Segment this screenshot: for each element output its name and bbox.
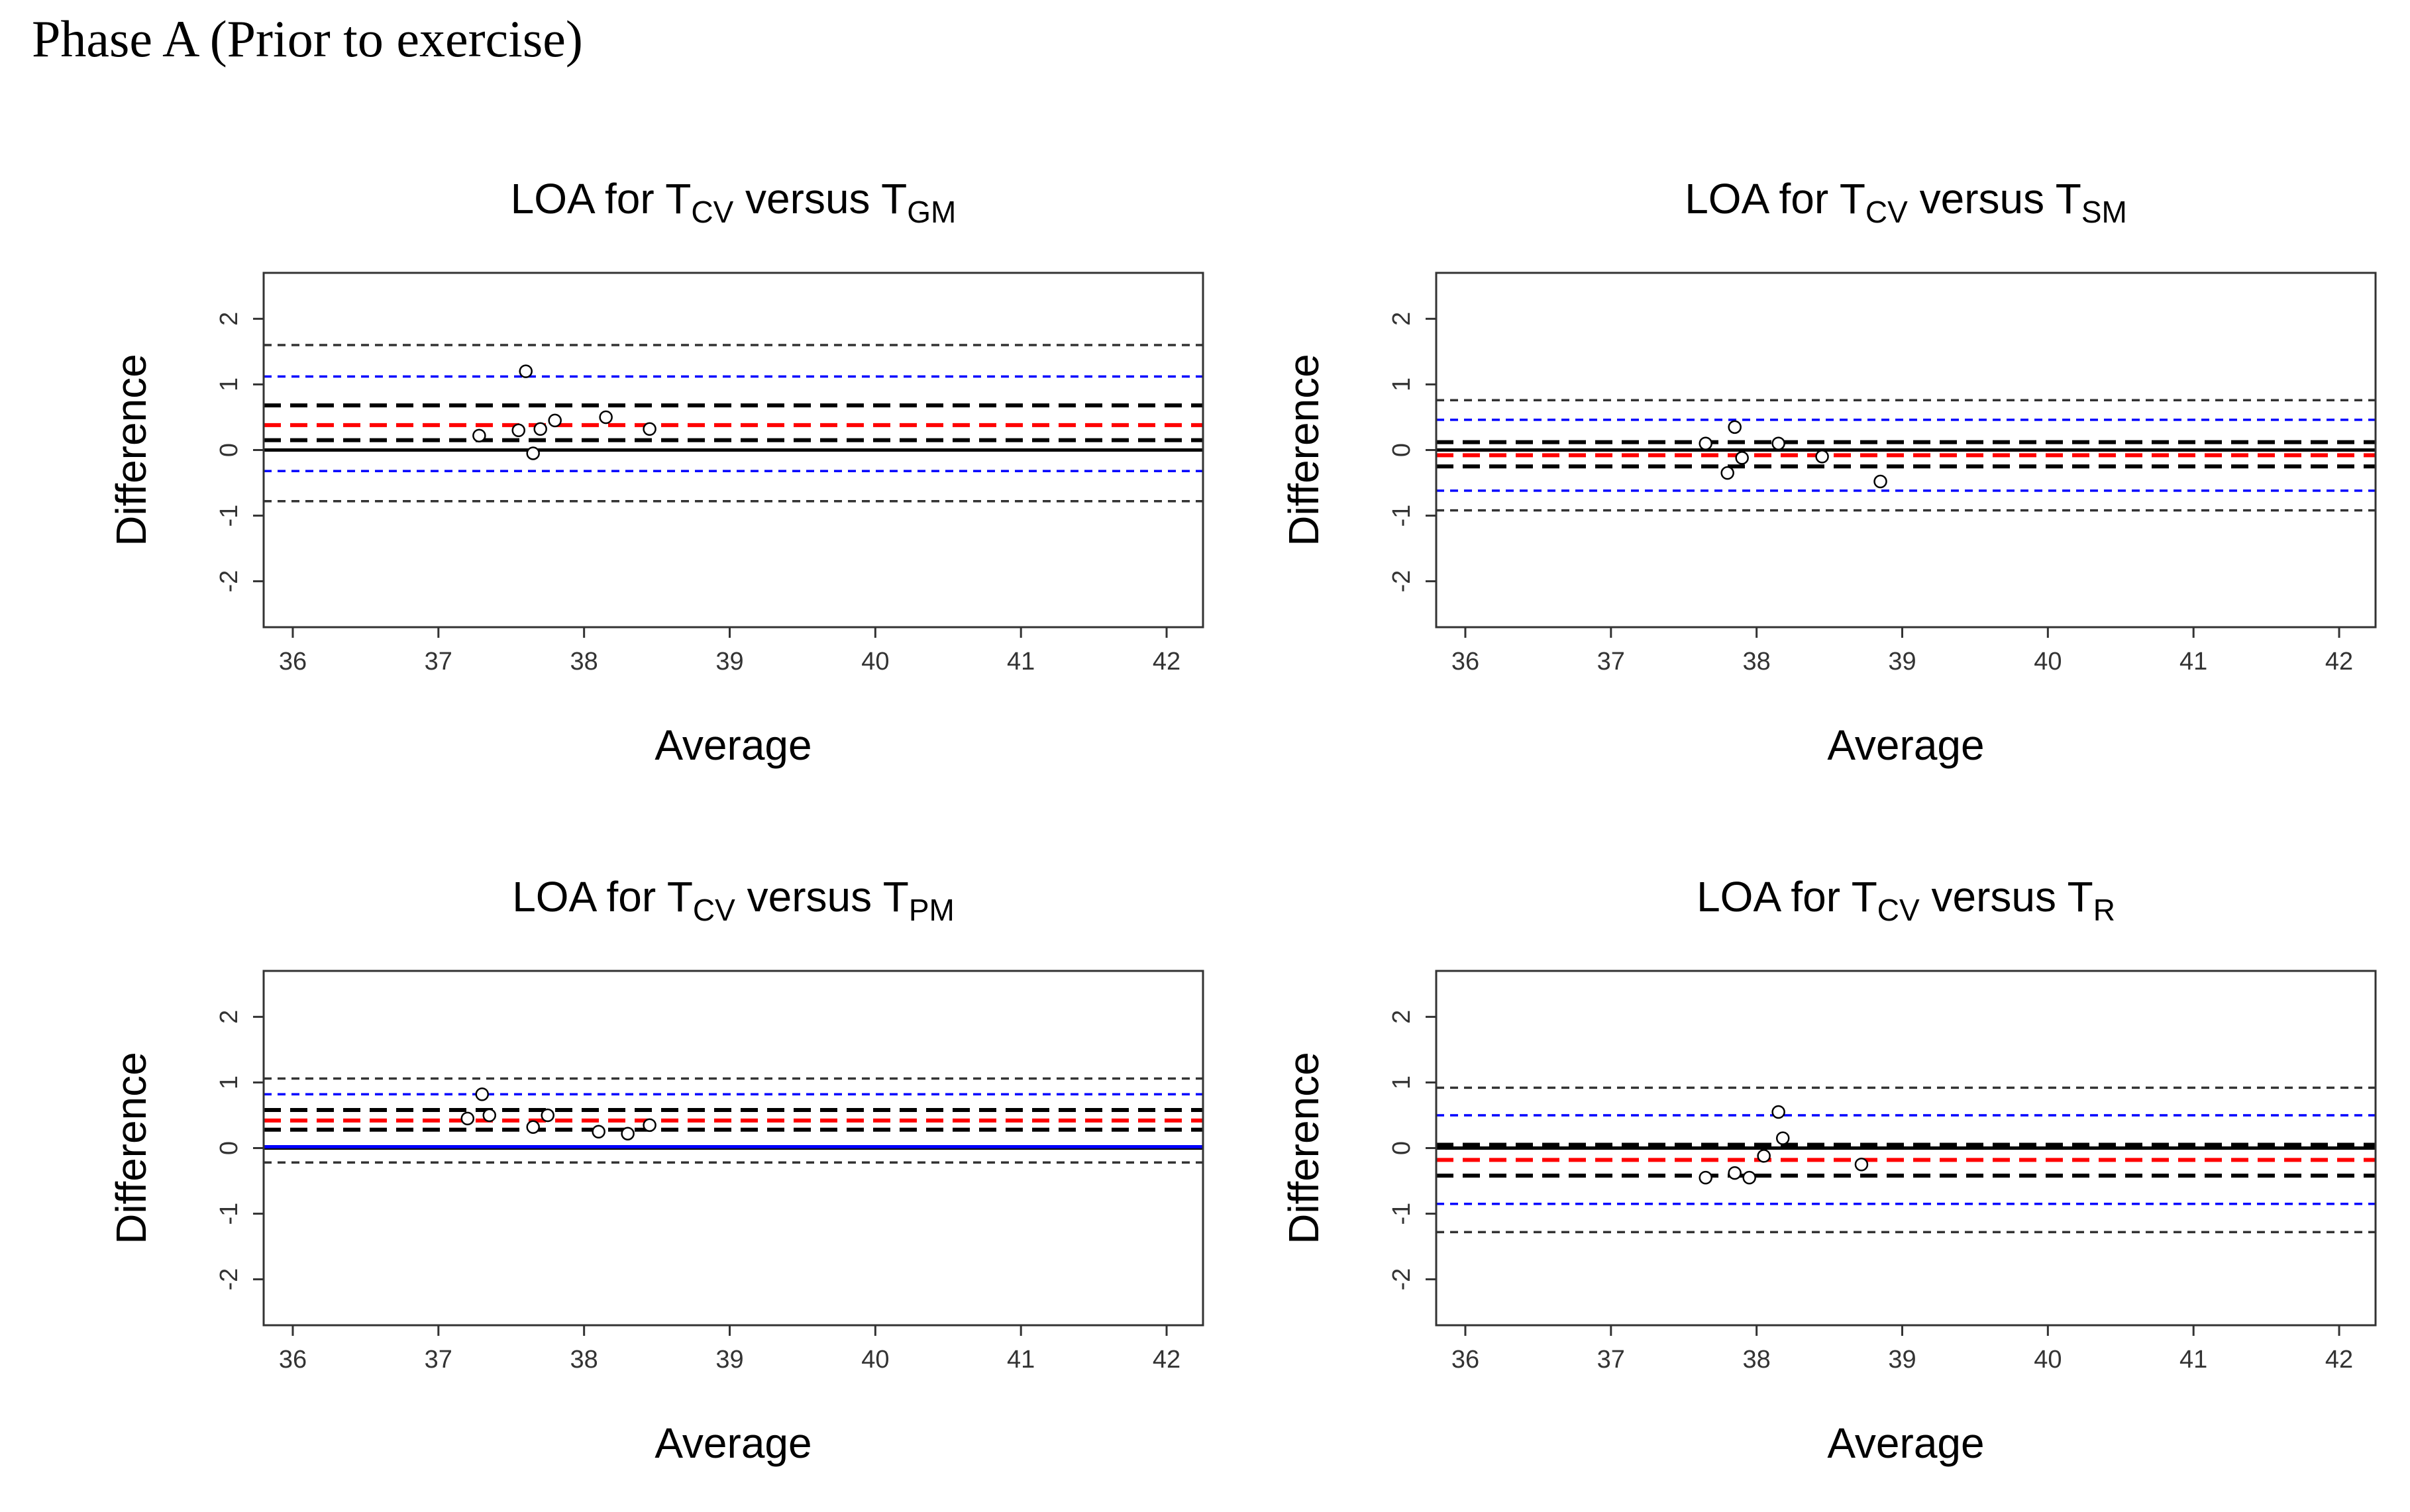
chart-title: LOA for TCV versus TGM (511, 175, 957, 229)
data-point (1728, 1166, 1742, 1180)
x-tick-label: 39 (1888, 1346, 1916, 1374)
x-tick-label: 39 (715, 648, 743, 676)
x-axis-label: Average (655, 721, 812, 769)
x-tick-label: 36 (279, 1346, 307, 1374)
data-point (1775, 1131, 1790, 1145)
y-tick-label: 2 (1388, 312, 1416, 326)
y-tick-label: -2 (1388, 570, 1416, 593)
y-tick-label: 2 (215, 1010, 243, 1024)
x-tick-label: 42 (2325, 1346, 2353, 1374)
data-point (475, 1087, 490, 1101)
chart-panel-loa-for-tcv-versus-tgm: LOA for TCV versus TGM 36 37 38 39 40 41 42 -2 -1… (107, 175, 1204, 769)
data-point (1854, 1158, 1869, 1172)
y-axis-label: Difference (1280, 354, 1328, 546)
data-point (599, 410, 613, 425)
data-point (1735, 451, 1749, 465)
x-tick-label: 40 (861, 648, 889, 676)
y-tick-label: 2 (1388, 1010, 1416, 1024)
data-point (1728, 420, 1742, 434)
chart-panel-loa-for-tcv-versus-tsm: LOA for TCV versus TSM 36 37 38 39 40 41 42 -2 -1… (1280, 175, 2377, 769)
page-title: Phase A (Prior to exercise) (32, 10, 583, 68)
x-tick-label: 40 (2034, 648, 2062, 676)
y-tick-label: -1 (1388, 1203, 1416, 1225)
x-tick-label: 36 (1451, 648, 1479, 676)
x-tick-label: 37 (1597, 648, 1625, 676)
x-tick-label: 42 (2325, 648, 2353, 676)
data-point (621, 1127, 635, 1140)
y-tick-label: 0 (215, 443, 243, 457)
data-point (526, 1120, 540, 1134)
data-point (1771, 1105, 1785, 1119)
data-point (1771, 436, 1785, 450)
chart-title: LOA for TCV versus TR (1697, 873, 2115, 927)
x-tick-label: 41 (2179, 1346, 2207, 1374)
data-point (1742, 1170, 1756, 1185)
x-tick-label: 36 (279, 648, 307, 676)
data-point (472, 428, 486, 442)
chart-panel-loa-for-tcv-versus-tr: LOA for TCV versus TR 36 37 38 39 40 41 42 -2 -1 0… (1280, 873, 2377, 1467)
y-tick-label: 1 (215, 378, 243, 391)
y-tick-label: -2 (215, 570, 243, 593)
y-axis-label: Difference (107, 354, 155, 546)
x-tick-label: 37 (1597, 1346, 1625, 1374)
data-point (1815, 450, 1829, 464)
x-tick-label: 41 (2179, 648, 2207, 676)
y-tick-label: 1 (215, 1076, 243, 1089)
x-axis-label: Average (1827, 721, 1984, 769)
y-tick-label: 2 (215, 312, 243, 326)
data-point (482, 1108, 497, 1123)
data-point (460, 1111, 475, 1126)
data-point (541, 1108, 554, 1123)
y-tick-label: 0 (215, 1141, 243, 1155)
x-tick-label: 38 (1743, 648, 1771, 676)
data-point (548, 413, 562, 428)
x-tick-label: 39 (715, 1346, 743, 1374)
data-point (643, 1118, 656, 1133)
x-tick-label: 39 (1888, 648, 1916, 676)
data-point (1720, 466, 1734, 480)
x-tick-label: 41 (1007, 648, 1035, 676)
data-point (1757, 1149, 1771, 1163)
y-tick-label: -1 (215, 505, 243, 527)
y-tick-label: -2 (1388, 1268, 1416, 1291)
data-point (1699, 436, 1712, 450)
data-point (533, 422, 547, 436)
chart-title: LOA for TCV versus TPM (512, 873, 955, 927)
x-tick-label: 40 (861, 1346, 889, 1374)
x-tick-label: 38 (570, 1346, 598, 1374)
x-tick-label: 41 (1007, 1346, 1035, 1374)
data-point (511, 423, 525, 438)
x-axis-label: Average (1827, 1419, 1984, 1467)
y-tick-label: 1 (1388, 1076, 1416, 1089)
data-point (1699, 1170, 1712, 1185)
data-point (643, 422, 656, 436)
chart-panel-loa-for-tcv-versus-tpm: LOA for TCV versus TPM 36 37 38 39 40 41 42 -2 -1… (107, 873, 1204, 1467)
x-tick-label: 38 (1743, 1346, 1771, 1374)
data-point (592, 1125, 605, 1138)
data-point (1873, 474, 1887, 489)
x-tick-label: 40 (2034, 1346, 2062, 1374)
y-tick-label: -2 (215, 1268, 243, 1291)
y-axis-label: Difference (1280, 1052, 1328, 1244)
y-tick-label: -1 (1388, 505, 1416, 527)
x-tick-label: 38 (570, 648, 598, 676)
data-point (519, 364, 533, 378)
x-tick-label: 37 (425, 648, 452, 676)
x-tick-label: 37 (425, 1346, 452, 1374)
x-tick-label: 42 (1153, 648, 1180, 676)
x-tick-label: 36 (1451, 1346, 1479, 1374)
x-tick-label: 42 (1153, 1346, 1180, 1374)
y-axis-label: Difference (107, 1052, 155, 1244)
data-point (526, 446, 540, 460)
y-tick-label: 0 (1388, 1141, 1416, 1155)
y-tick-label: 0 (1388, 443, 1416, 457)
chart-title: LOA for TCV versus TSM (1685, 175, 2127, 229)
x-axis-label: Average (655, 1419, 812, 1467)
y-tick-label: 1 (1388, 378, 1416, 391)
y-tick-label: -1 (215, 1203, 243, 1225)
